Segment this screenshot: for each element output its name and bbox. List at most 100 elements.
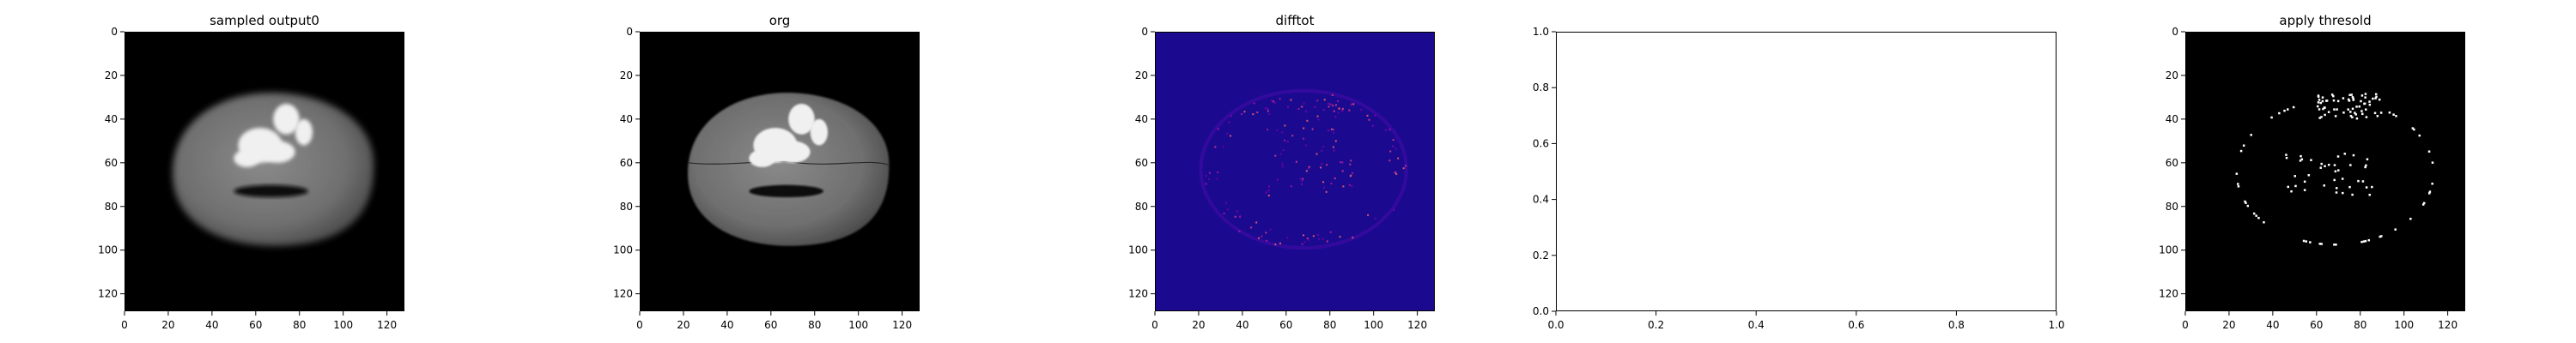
mask-pixel bbox=[2321, 99, 2324, 103]
mask-pixel bbox=[2324, 113, 2326, 117]
mask-pixel bbox=[2278, 111, 2281, 115]
mask-pixel bbox=[2317, 101, 2320, 104]
mask-pixel bbox=[2305, 240, 2308, 243]
difference-pixel bbox=[1394, 172, 1396, 174]
axes-frame bbox=[640, 32, 920, 311]
mask-pixel bbox=[2355, 117, 2359, 120]
difference-pixel bbox=[1320, 166, 1322, 169]
difference-pixel bbox=[1351, 185, 1353, 188]
x-tick-label: 40 bbox=[2266, 319, 2279, 331]
mask-pixel bbox=[2411, 127, 2415, 129]
difference-pixel bbox=[1267, 110, 1269, 112]
mask-pixel bbox=[2360, 110, 2363, 112]
mask-background bbox=[2185, 32, 2465, 311]
mask-pixel bbox=[2365, 116, 2368, 118]
x-tick-label: 0 bbox=[1151, 319, 1158, 331]
x-tick-label: 100 bbox=[1364, 319, 1383, 331]
mask-pixel bbox=[2368, 100, 2371, 103]
mask-pixel bbox=[2348, 185, 2351, 189]
mask-pixel bbox=[2423, 202, 2426, 205]
y-tick-label: 120 bbox=[98, 288, 118, 300]
difference-pixel bbox=[1250, 226, 1253, 229]
difference-pixel bbox=[1350, 102, 1352, 105]
mask-pixel bbox=[2322, 107, 2324, 111]
difference-pixel bbox=[1222, 145, 1224, 147]
mask-pixel bbox=[2365, 186, 2368, 189]
mask-pixel bbox=[2363, 102, 2366, 105]
difference-pixel bbox=[1332, 146, 1334, 148]
mask-pixel bbox=[2367, 238, 2371, 242]
mask-pixel bbox=[2392, 113, 2395, 116]
mask-pixel bbox=[2431, 161, 2434, 164]
subplot-3: difftot 0 20 40 60 80 100 120 0 20 40 60 80 100 120 bbox=[1128, 13, 1435, 331]
mask-pixel bbox=[2354, 113, 2357, 116]
difference-pixel bbox=[1226, 132, 1229, 135]
difference-pixel bbox=[1236, 210, 1238, 213]
mask-pixel bbox=[2319, 166, 2323, 169]
difference-pixel bbox=[1234, 215, 1236, 218]
mask-pixel bbox=[2351, 116, 2354, 118]
difference-pixel bbox=[1258, 237, 1261, 239]
mask-pixel bbox=[2245, 202, 2247, 204]
difference-pixel bbox=[1279, 98, 1281, 100]
y-tick-label: 1.0 bbox=[1533, 26, 1549, 38]
x-tick-label: 0 bbox=[636, 319, 643, 331]
mask-pixel bbox=[2343, 153, 2347, 155]
x-tick-label: 120 bbox=[377, 319, 397, 331]
y-tick-label: 100 bbox=[1128, 244, 1148, 256]
difference-pixel bbox=[1337, 111, 1340, 114]
difference-background bbox=[1155, 32, 1435, 311]
difference-pixel bbox=[1367, 214, 1370, 216]
difference-pixel bbox=[1352, 237, 1354, 239]
y-tick-label: 40 bbox=[2166, 113, 2178, 125]
mask-pixel bbox=[2302, 239, 2306, 243]
difference-pixel bbox=[1321, 238, 1324, 240]
difference-pixel bbox=[1208, 172, 1211, 174]
x-tick-label: 80 bbox=[293, 319, 306, 331]
y-tick-label: 100 bbox=[98, 244, 118, 256]
lesion bbox=[749, 149, 775, 167]
y-tick-label: 0 bbox=[626, 26, 633, 38]
difference-pixel bbox=[1266, 239, 1268, 242]
difference-pixel bbox=[1350, 159, 1352, 162]
mask-pixel bbox=[2316, 105, 2319, 108]
lesion bbox=[295, 118, 313, 146]
mask-pixel bbox=[2428, 190, 2432, 193]
difference-pixel bbox=[1295, 160, 1297, 163]
x-tick-label: 40 bbox=[205, 319, 218, 331]
mask-pixel bbox=[2361, 180, 2365, 183]
difference-pixel bbox=[1322, 109, 1325, 111]
difference-pixel bbox=[1323, 186, 1326, 189]
difference-pixel bbox=[1255, 221, 1258, 224]
x-tick-label: 80 bbox=[808, 319, 821, 331]
x-tick-label: 20 bbox=[677, 319, 690, 331]
difference-pixel bbox=[1326, 164, 1328, 166]
difference-pixel bbox=[1306, 237, 1309, 239]
mask-pixel bbox=[2376, 115, 2379, 117]
y-tick-label: 0.6 bbox=[1533, 137, 1549, 149]
difference-pixel bbox=[1282, 149, 1285, 152]
mask-pixel bbox=[2318, 108, 2321, 111]
mask-pixel bbox=[2303, 180, 2306, 184]
mask-pixel bbox=[2285, 156, 2288, 159]
subplot-5: apply thresold 0 20 40 60 80 100 120 0 20 40 60 80 10… bbox=[2159, 13, 2465, 331]
y-tick-label: 80 bbox=[1135, 201, 1148, 213]
mask-pixel bbox=[2349, 164, 2352, 166]
x-tick-label: 120 bbox=[1407, 319, 1427, 331]
mask-pixel bbox=[2378, 98, 2381, 101]
mask-pixel bbox=[2364, 96, 2366, 99]
difference-pixel bbox=[1312, 235, 1315, 238]
mask-pixel bbox=[2246, 204, 2250, 208]
difference-pixel bbox=[1374, 114, 1376, 117]
difference-pixel bbox=[1253, 102, 1255, 105]
lesion bbox=[259, 141, 295, 163]
difference-pixel bbox=[1302, 178, 1304, 180]
fissure bbox=[687, 160, 890, 165]
mask-pixel bbox=[2365, 164, 2367, 167]
mask-pixel bbox=[2323, 106, 2326, 109]
difference-pixel bbox=[1264, 107, 1267, 110]
difference-pixel bbox=[1384, 129, 1387, 131]
mask-pixel bbox=[2361, 112, 2364, 116]
difference-pixel bbox=[1265, 232, 1267, 234]
subplot-title: apply thresold bbox=[2279, 13, 2371, 28]
